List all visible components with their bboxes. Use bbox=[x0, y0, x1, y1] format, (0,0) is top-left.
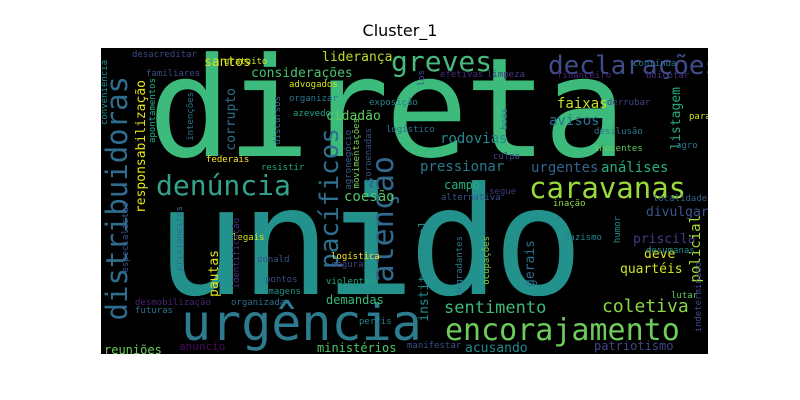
word-donald: donald bbox=[257, 255, 290, 265]
word-localidades: localidades bbox=[653, 194, 708, 204]
word-institucional: institucional bbox=[417, 220, 432, 322]
word-boicotar: boicotar bbox=[646, 71, 690, 81]
word-futuras: futuras bbox=[135, 306, 173, 316]
word-coesao: coesão bbox=[344, 189, 395, 205]
word-pacificos: pacíficos bbox=[315, 128, 345, 269]
word-limpeza: limpeza bbox=[487, 70, 525, 80]
word-humor: humor bbox=[613, 216, 623, 244]
word-indeterminado: indeterminado bbox=[694, 262, 704, 333]
word-urgentes: urgentes bbox=[531, 160, 599, 176]
word-divulgar: divulgar bbox=[646, 205, 708, 220]
word-financeiro: financeiro bbox=[557, 71, 612, 81]
word-avisos: avisos bbox=[549, 113, 600, 129]
word-gerais: gerais bbox=[523, 240, 538, 287]
word-conveniencia: conveniência bbox=[101, 60, 110, 126]
word-sentimento: sentimento bbox=[444, 298, 547, 318]
word-organizar: organizar bbox=[289, 94, 338, 104]
word-identificacao: identificação bbox=[232, 218, 242, 289]
word-anuncio: anúncio bbox=[179, 340, 226, 353]
word-cidadao: cidadão bbox=[326, 109, 381, 124]
word-consideracoes: considerações bbox=[251, 66, 353, 81]
word-direta: direta bbox=[148, 48, 626, 189]
word-priscila: priscila bbox=[633, 232, 696, 247]
word-federais: federais bbox=[206, 155, 250, 165]
word-desilusao: desilusão bbox=[594, 127, 643, 137]
word-ocupacoes: ocupações bbox=[482, 236, 492, 285]
word-deve: deve bbox=[644, 247, 676, 262]
word-violentas: violentas bbox=[326, 277, 375, 287]
word-familiares: familiares bbox=[146, 69, 201, 79]
word-legais: legais bbox=[232, 233, 265, 243]
word-organizada: organizada bbox=[231, 298, 286, 308]
word-coroenadas: coroenadas bbox=[364, 128, 374, 183]
word-desmobilizacao: desmobilização bbox=[135, 298, 211, 308]
word-inocentes: inocentes bbox=[594, 144, 643, 154]
word-segue: segue bbox=[489, 187, 517, 197]
word-alternativa: alternativa bbox=[441, 193, 501, 203]
word-unido: unido bbox=[156, 156, 584, 330]
word-degradantes: degradantes bbox=[455, 236, 465, 296]
word-declaracoes: declarações bbox=[548, 51, 708, 81]
word-lutar: lutar bbox=[671, 291, 699, 301]
word-coletiva: coletiva bbox=[602, 296, 689, 317]
word-discursos: discursos bbox=[273, 96, 283, 145]
word-culpa: culpa bbox=[493, 152, 521, 162]
word-campo: campo bbox=[444, 178, 481, 192]
word-derrubar: derrubar bbox=[607, 98, 651, 108]
word-corrupto: corrupto bbox=[224, 88, 239, 151]
word-rodovias: rodovias bbox=[440, 131, 508, 147]
word-exposicao: exposição bbox=[369, 98, 418, 108]
word-caravanas: caravanas bbox=[529, 171, 687, 205]
word-cloud: direta unido urgência encorajamento cara… bbox=[101, 48, 708, 354]
word-segura: segura bbox=[331, 260, 364, 270]
word-perfis: perfis bbox=[359, 317, 392, 327]
word-efetivas: efetivas bbox=[440, 70, 484, 80]
word-gratuito: gratuito bbox=[224, 57, 268, 67]
word-logistica: logística bbox=[331, 252, 380, 262]
word-denuncia: denúncia bbox=[156, 169, 291, 202]
word-ministerios: ministérios bbox=[317, 341, 397, 354]
word-los: los bbox=[417, 70, 427, 87]
word-resistir: resistir bbox=[261, 163, 305, 173]
word-acusando: acusando bbox=[465, 341, 528, 354]
word-pontos: pontos bbox=[265, 275, 298, 285]
word-logistico: logístico bbox=[386, 125, 435, 135]
word-nazismo: nazismo bbox=[564, 233, 602, 243]
word-demandas: demandas bbox=[326, 293, 384, 307]
word-boas: boas bbox=[500, 108, 510, 130]
word-lideranca: liderança bbox=[322, 50, 393, 65]
word-greves: greves bbox=[391, 48, 493, 78]
word-pautas: pautas bbox=[207, 250, 222, 297]
word-especialistas: especialistas bbox=[121, 202, 131, 273]
word-agronegocio: agronegócio bbox=[344, 130, 354, 190]
word-imagens: imagens bbox=[263, 287, 301, 297]
word-movimentacoes: movimentações bbox=[352, 118, 362, 189]
word-agro: agro bbox=[676, 141, 698, 151]
word-parar: parar bbox=[689, 112, 708, 122]
word-patriotismo: patriotismo bbox=[594, 339, 674, 353]
word-manifestar: manifestar bbox=[407, 341, 462, 351]
word-encorajamento: encorajamento bbox=[445, 313, 680, 348]
word-prisioneiros: prisioneiros bbox=[175, 206, 185, 272]
word-inacao: inação bbox=[553, 199, 586, 209]
word-analises: análises bbox=[601, 160, 669, 176]
word-azevedo: azevedo bbox=[293, 109, 331, 119]
word-quarteis: quartéis bbox=[620, 262, 683, 277]
word-continua: contínua bbox=[633, 59, 677, 69]
word-santos: santos bbox=[204, 55, 251, 70]
chart-title: Cluster_1 bbox=[362, 21, 438, 40]
word-reunioes: reuniões bbox=[104, 343, 162, 354]
word-intencoes: intenções bbox=[186, 92, 196, 141]
word-faixas: faixas bbox=[557, 96, 608, 112]
word-responsabilizacao: responsabilização bbox=[134, 80, 149, 214]
word-pressionar: pressionar bbox=[420, 159, 505, 175]
word-apontamentos: apontamentos bbox=[148, 78, 158, 144]
word-advogados: advogados bbox=[289, 80, 338, 90]
word-desumanas: desumanas bbox=[646, 246, 695, 256]
word-desacreditar: desacreditar bbox=[132, 50, 198, 60]
word-urgencia: urgência bbox=[181, 294, 422, 352]
